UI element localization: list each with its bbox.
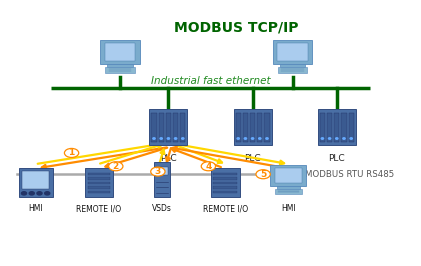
FancyBboxPatch shape bbox=[105, 67, 135, 73]
FancyBboxPatch shape bbox=[100, 40, 140, 64]
FancyBboxPatch shape bbox=[236, 113, 241, 142]
FancyBboxPatch shape bbox=[154, 162, 170, 197]
Circle shape bbox=[167, 138, 170, 139]
Circle shape bbox=[328, 138, 331, 139]
Text: REMOTE I/O: REMOTE I/O bbox=[203, 204, 248, 213]
Circle shape bbox=[160, 138, 163, 139]
FancyBboxPatch shape bbox=[334, 113, 339, 142]
FancyBboxPatch shape bbox=[213, 191, 237, 193]
FancyBboxPatch shape bbox=[166, 113, 171, 142]
Circle shape bbox=[321, 138, 324, 139]
FancyBboxPatch shape bbox=[149, 109, 187, 145]
Circle shape bbox=[350, 138, 352, 139]
FancyBboxPatch shape bbox=[210, 168, 240, 197]
Circle shape bbox=[181, 138, 184, 139]
Text: 1: 1 bbox=[69, 148, 75, 157]
Text: HMI: HMI bbox=[281, 204, 296, 213]
FancyBboxPatch shape bbox=[270, 165, 306, 186]
Text: HMI: HMI bbox=[29, 204, 43, 213]
Circle shape bbox=[151, 167, 165, 176]
Circle shape bbox=[266, 138, 268, 139]
FancyBboxPatch shape bbox=[105, 43, 135, 61]
Text: REMOTE I/O: REMOTE I/O bbox=[76, 204, 122, 213]
FancyBboxPatch shape bbox=[19, 168, 53, 197]
Circle shape bbox=[237, 138, 240, 139]
Text: PLC: PLC bbox=[244, 154, 261, 163]
FancyBboxPatch shape bbox=[277, 186, 300, 189]
Text: 2: 2 bbox=[113, 162, 119, 171]
FancyBboxPatch shape bbox=[22, 171, 49, 189]
FancyBboxPatch shape bbox=[320, 113, 325, 142]
FancyBboxPatch shape bbox=[257, 113, 262, 142]
Circle shape bbox=[258, 138, 261, 139]
Circle shape bbox=[336, 138, 338, 139]
Circle shape bbox=[64, 148, 79, 157]
FancyBboxPatch shape bbox=[280, 64, 305, 67]
Text: PLC: PLC bbox=[328, 154, 345, 163]
FancyBboxPatch shape bbox=[107, 64, 133, 67]
FancyBboxPatch shape bbox=[213, 182, 237, 184]
FancyBboxPatch shape bbox=[264, 113, 269, 142]
Text: VSDs: VSDs bbox=[152, 204, 172, 213]
FancyBboxPatch shape bbox=[88, 186, 110, 189]
Circle shape bbox=[109, 162, 123, 171]
Circle shape bbox=[343, 138, 345, 139]
FancyBboxPatch shape bbox=[173, 113, 178, 142]
FancyBboxPatch shape bbox=[327, 113, 332, 142]
Circle shape bbox=[251, 138, 254, 139]
Circle shape bbox=[29, 192, 34, 195]
Text: MODBUS RTU RS485: MODBUS RTU RS485 bbox=[305, 170, 394, 179]
FancyBboxPatch shape bbox=[180, 113, 186, 142]
Text: 4: 4 bbox=[205, 162, 212, 171]
Text: Industrial fast ethernet: Industrial fast ethernet bbox=[151, 76, 270, 86]
FancyBboxPatch shape bbox=[213, 186, 237, 189]
FancyBboxPatch shape bbox=[159, 113, 164, 142]
Circle shape bbox=[244, 138, 247, 139]
Circle shape bbox=[153, 138, 155, 139]
Text: PLC: PLC bbox=[160, 154, 177, 163]
FancyBboxPatch shape bbox=[88, 182, 110, 184]
Circle shape bbox=[37, 192, 42, 195]
Text: MODBUS TCP/IP: MODBUS TCP/IP bbox=[173, 21, 298, 35]
FancyBboxPatch shape bbox=[277, 43, 308, 61]
FancyBboxPatch shape bbox=[88, 191, 110, 193]
Circle shape bbox=[21, 192, 27, 195]
Text: 3: 3 bbox=[155, 167, 161, 176]
Circle shape bbox=[256, 170, 270, 179]
FancyBboxPatch shape bbox=[213, 173, 237, 175]
FancyBboxPatch shape bbox=[349, 113, 354, 142]
Circle shape bbox=[45, 192, 50, 195]
Circle shape bbox=[201, 162, 216, 171]
FancyBboxPatch shape bbox=[278, 67, 307, 73]
FancyBboxPatch shape bbox=[234, 109, 272, 145]
FancyBboxPatch shape bbox=[341, 113, 346, 142]
FancyBboxPatch shape bbox=[88, 177, 110, 180]
FancyBboxPatch shape bbox=[243, 113, 248, 142]
FancyBboxPatch shape bbox=[318, 109, 356, 145]
FancyBboxPatch shape bbox=[85, 168, 112, 197]
FancyBboxPatch shape bbox=[152, 113, 157, 142]
FancyBboxPatch shape bbox=[88, 173, 110, 175]
FancyBboxPatch shape bbox=[275, 189, 302, 194]
Circle shape bbox=[174, 138, 177, 139]
Text: 5: 5 bbox=[260, 170, 266, 179]
FancyBboxPatch shape bbox=[156, 167, 168, 174]
FancyBboxPatch shape bbox=[250, 113, 255, 142]
FancyBboxPatch shape bbox=[273, 40, 312, 64]
FancyBboxPatch shape bbox=[213, 177, 237, 180]
FancyBboxPatch shape bbox=[274, 168, 302, 183]
